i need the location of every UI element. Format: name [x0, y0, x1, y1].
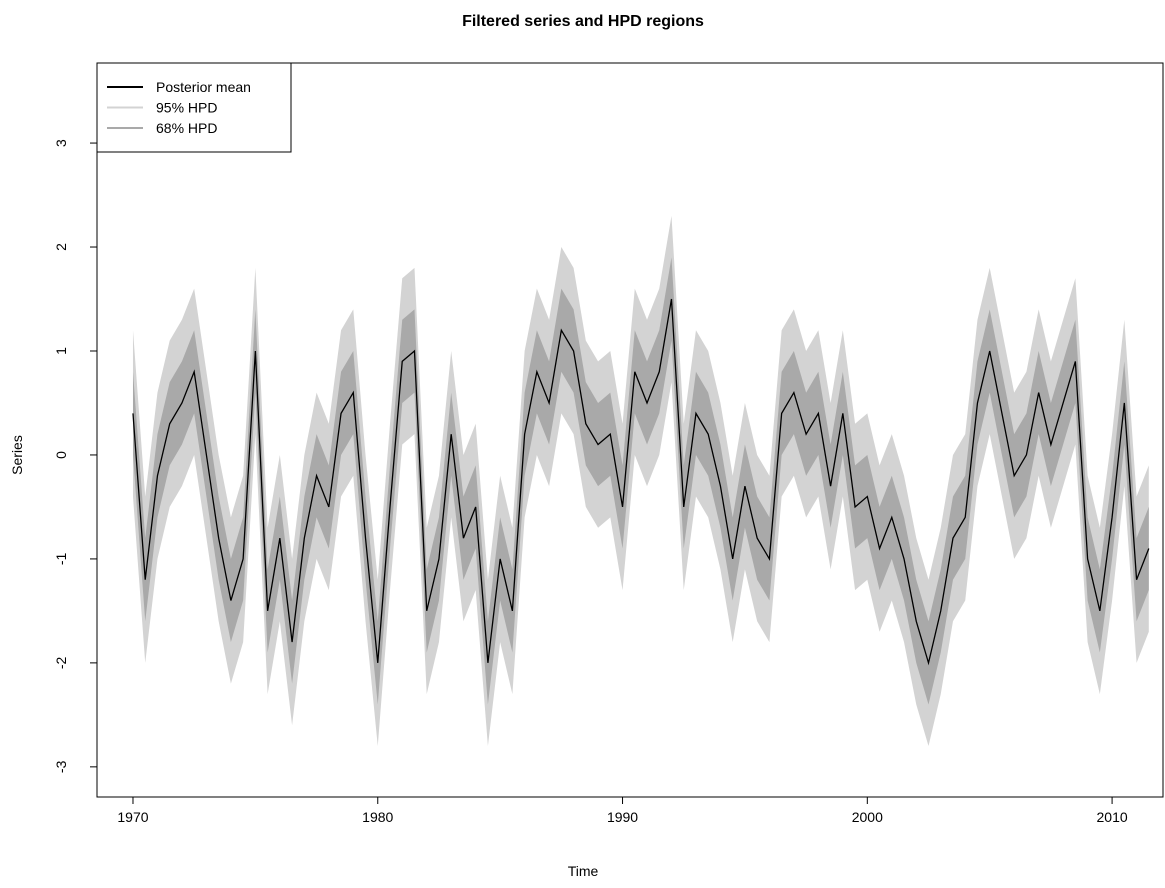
y-tick-label: -2 — [53, 656, 69, 669]
y-axis-title: Series — [9, 435, 25, 475]
hpd-band — [132, 215, 1149, 747]
chart-title: Filtered series and HPD regions — [462, 13, 704, 30]
x-tick-label: 1990 — [607, 809, 638, 825]
x-tick-label: 2000 — [852, 809, 883, 825]
y-tick-label: 3 — [53, 139, 69, 147]
mean-line — [132, 298, 1150, 666]
hpd-band — [132, 257, 1149, 705]
legend-label: 95% HPD — [156, 100, 217, 116]
x-tick-label: 1980 — [362, 809, 393, 825]
y-tick-label: 2 — [53, 243, 69, 251]
y-tick-label: 0 — [53, 451, 69, 459]
x-axis-title: Time — [568, 863, 599, 879]
legend-label: Posterior mean — [156, 79, 251, 95]
y-tick-label: -3 — [53, 760, 69, 773]
legend-label: 68% HPD — [156, 120, 217, 136]
y-tick-label: -1 — [53, 552, 69, 565]
y-tick-label: 1 — [53, 347, 69, 355]
x-tick-label: 2010 — [1097, 809, 1128, 825]
x-tick-label: 1970 — [117, 809, 148, 825]
